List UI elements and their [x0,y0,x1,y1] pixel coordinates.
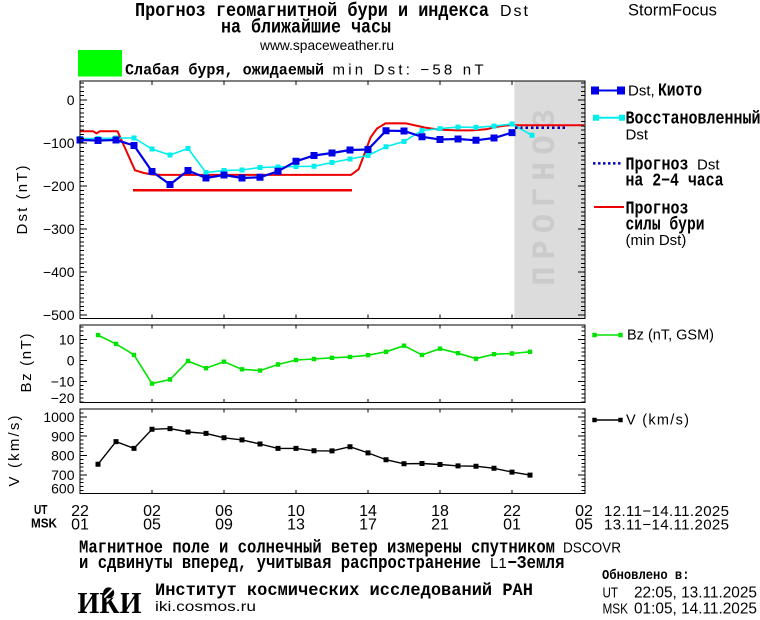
svg-text:Bz (nT, GSM): Bz (nT, GSM) [627,328,714,344]
svg-text:Dst: Dst [500,3,529,20]
svg-text:21: 21 [431,517,449,534]
svg-text:22:05, 13.11.2025: 22:05, 13.11.2025 [634,585,757,602]
svg-text:силы бури: силы бури [626,215,705,236]
svg-text:−500: −500 [43,307,75,323]
svg-text:ПРОГНОЗ: ПРОГНОЗ [527,102,564,285]
svg-text:V (km/s): V (km/s) [626,413,689,429]
svg-text:Dst,: Dst, [628,83,655,100]
svg-text:−Земля: −Земля [508,554,565,574]
svg-text:Прогноз: Прогноз [626,156,689,176]
svg-text:600: 600 [51,481,75,497]
svg-text:13.11−14.11.2025: 13.11−14.11.2025 [604,517,729,534]
svg-text:(min Dst): (min Dst) [626,232,687,249]
svg-text:01: 01 [503,517,521,534]
svg-text:UT: UT [603,585,619,602]
svg-text:V (km/s): V (km/s) [6,416,23,487]
svg-text:02: 02 [143,503,161,520]
svg-text:Институт космических исследова: Институт космических исследований РАН [155,581,533,601]
svg-text:−100: −100 [43,135,75,151]
svg-text:Обновлено в:: Обновлено в: [602,568,690,584]
svg-text:09: 09 [215,517,233,534]
svg-text:0: 0 [67,92,75,108]
svg-text:www.spaceweather.ru: www.spaceweather.ru [259,37,394,53]
svg-text:01:05, 14.11.2025: 01:05, 14.11.2025 [634,601,757,618]
svg-text:MSK: MSK [603,601,629,618]
svg-text:−300: −300 [43,221,75,237]
svg-text:06: 06 [215,503,233,520]
svg-text:Dst: Dst [626,127,649,144]
svg-text:L1: L1 [490,555,507,572]
svg-text:iki.cosmos.ru: iki.cosmos.ru [155,598,256,614]
svg-text:MSK: MSK [31,517,57,531]
svg-text:Слабая буря, ожидаемый: Слабая буря, ожидаемый [125,62,324,80]
svg-text:на ближайшие часы: на ближайшие часы [221,17,391,39]
svg-text:1000: 1000 [43,409,74,425]
svg-text:01: 01 [71,517,89,534]
svg-text:14: 14 [359,503,377,520]
svg-text:на 2−4 часа: на 2−4 часа [626,172,724,192]
svg-text:−400: −400 [43,264,75,280]
svg-text:22: 22 [503,503,521,520]
svg-text:Прогноз геомагнитной бури и ин: Прогноз геомагнитной бури и индекса [135,0,489,22]
svg-text:12.11−14.11.2025: 12.11−14.11.2025 [604,503,729,520]
svg-text:13: 13 [287,517,305,534]
svg-text:min Dst: −58 nT: min Dst: −58 nT [333,62,484,79]
svg-text:Dst (nT): Dst (nT) [14,166,31,235]
svg-text:800: 800 [51,448,75,464]
svg-text:Киото: Киото [658,82,702,102]
svg-text:700: 700 [51,467,75,483]
svg-text:17: 17 [359,517,377,534]
svg-text:22: 22 [71,503,89,520]
svg-text:02: 02 [575,503,593,520]
svg-text:10: 10 [59,332,75,348]
svg-text:−200: −200 [43,178,75,194]
svg-text:−20: −20 [51,390,75,406]
svg-text:05: 05 [575,517,593,534]
svg-text:Магнитное поле и солнечный вет: Магнитное поле и солнечный ветер измерен… [79,539,555,559]
svg-text:Восстановленный: Восстановленный [626,110,760,130]
svg-text:DSCOVR: DSCOVR [563,540,621,557]
svg-text:10: 10 [287,503,305,520]
svg-text:0: 0 [67,352,75,368]
svg-text:05: 05 [143,517,161,534]
svg-text:Dst: Dst [697,157,720,174]
svg-text:−10: −10 [51,373,75,389]
svg-text:900: 900 [51,428,75,444]
svg-text:и сдвинуты вперед, учитывая ра: и сдвинуты вперед, учитывая распростране… [79,554,481,574]
svg-text:UT: UT [34,503,48,517]
svg-text:Прогноз: Прогноз [626,200,689,220]
svg-text:18: 18 [431,503,449,520]
svg-text:StormFocus: StormFocus [628,2,717,20]
svg-text:Bz (nT): Bz (nT) [18,334,35,393]
